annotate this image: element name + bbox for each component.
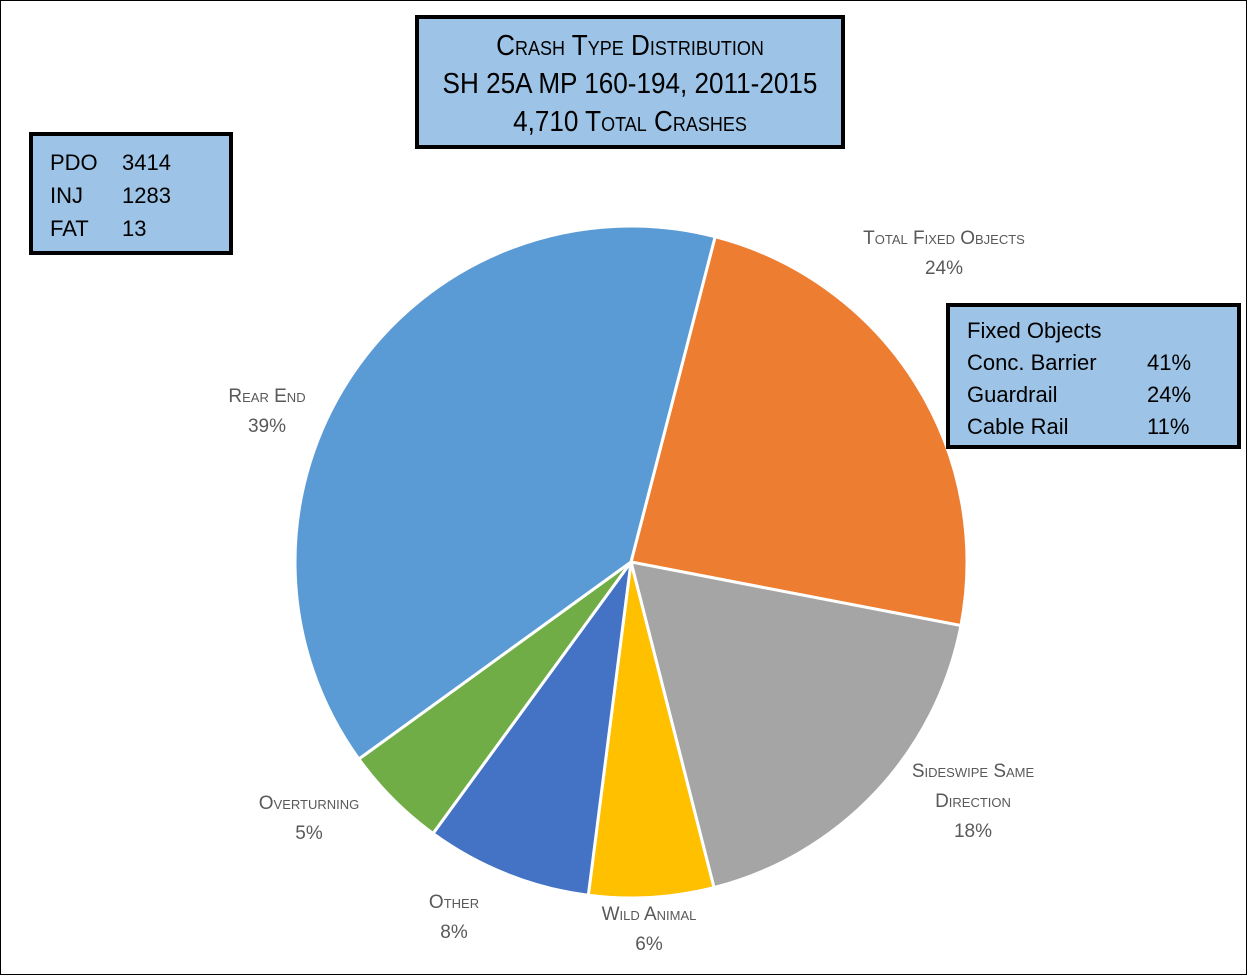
pie-slice-other	[431, 560, 633, 897]
chart-title-box: Crash Type Distribution SH 25A MP 160-19…	[415, 15, 845, 149]
severity-key: INJ	[50, 183, 83, 208]
slice-label-percent: 8%	[440, 922, 468, 943]
fixed-object-value: 24%	[1147, 382, 1192, 407]
slice-label-overturning: Overturning 5%	[259, 789, 360, 849]
slice-label-name: Direction	[935, 791, 1011, 812]
pie-slice-wild-animal	[586, 560, 716, 900]
fixed-object-key: Cable Rail	[967, 414, 1069, 439]
fixed-object-key: Guardrail	[967, 382, 1058, 407]
fixed-object-value: 41%	[1147, 350, 1192, 375]
slice-label-percent: 24%	[924, 258, 964, 279]
pie-slice-sideswipe-same-direction	[629, 560, 963, 890]
severity-value: 3414	[122, 150, 171, 175]
severity-key: FAT	[50, 216, 89, 241]
slice-label-percent: 5%	[295, 823, 323, 844]
severity-row-fat: FAT 13	[50, 212, 229, 245]
slice-label-wild-animal: Wild Animal 6%	[602, 900, 697, 960]
severity-value: 13	[122, 216, 147, 241]
slice-label-total-fixed-objects: Total Fixed Objects 24%	[863, 224, 1025, 284]
severity-key: PDO	[50, 150, 98, 175]
fixed-object-row: Conc. Barrier 41%	[967, 347, 1237, 379]
severity-row-inj: INJ 1283	[50, 179, 229, 212]
slice-label-rear-end: Rear End 39%	[228, 382, 305, 442]
fixed-objects-box: Fixed Objects Conc. Barrier 41% Guardrail…	[946, 303, 1241, 449]
slice-label-percent: 18%	[953, 821, 993, 842]
slice-label-name: Sideswipe Same	[911, 761, 1035, 782]
slice-label-percent: 6%	[635, 934, 663, 955]
fixed-objects-heading: Fixed Objects	[967, 318, 1102, 343]
slice-label-other: Other 8%	[429, 888, 479, 948]
chart-title-line-1: Crash Type Distribution	[496, 30, 764, 62]
slice-label-name: Wild Animal	[601, 904, 697, 925]
fixed-object-key: Conc. Barrier	[967, 350, 1097, 375]
fixed-object-row: Cable Rail 11%	[967, 411, 1237, 443]
pie-slice-rear-end	[293, 224, 717, 761]
slice-label-name: Total Fixed Objects	[863, 228, 1025, 249]
slice-label-name: Other	[428, 892, 480, 913]
slice-label-name: Overturning	[258, 793, 360, 814]
severity-counts-box: PDO 3414 INJ 1283 FAT 13	[29, 132, 233, 255]
slice-label-name: Rear End	[228, 386, 306, 407]
fixed-object-row: Guardrail 24%	[967, 379, 1237, 411]
chart-title-line-2: SH 25A MP 160-194, 2011-2015	[442, 68, 818, 100]
slice-label-percent: 39%	[247, 416, 287, 437]
fixed-object-value: 11%	[1147, 414, 1190, 439]
slice-label-sideswipe-same-direction: Sideswipe Same Direction 18%	[912, 757, 1034, 847]
severity-value: 1283	[122, 183, 171, 208]
chart-title-line-3: 4,710 Total Crashes	[513, 106, 747, 138]
pie-slice-total-fixed-objects	[629, 235, 969, 628]
severity-row-pdo: PDO 3414	[50, 146, 229, 179]
